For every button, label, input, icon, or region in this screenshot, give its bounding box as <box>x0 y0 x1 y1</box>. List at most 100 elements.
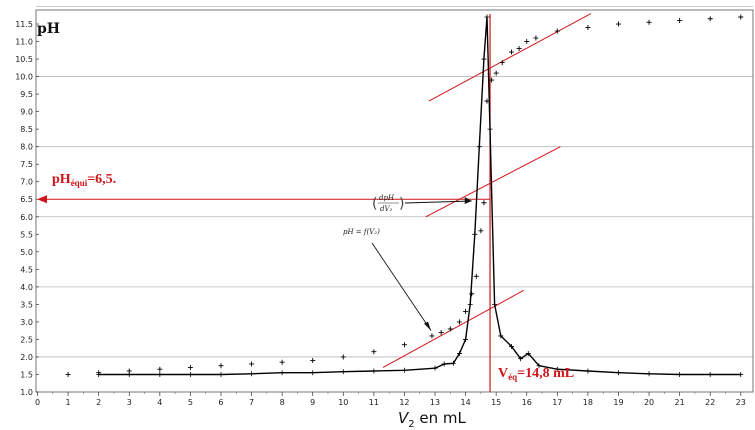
tangent-layer <box>37 13 592 392</box>
derivative-point <box>707 371 713 377</box>
x-tick-label-20: 20 <box>644 398 654 407</box>
derivative-point <box>492 301 498 307</box>
ph-point <box>469 291 475 297</box>
derivative-point <box>476 144 482 150</box>
derivative-point <box>441 361 447 367</box>
y-axis-label: pH <box>37 21 60 37</box>
derivative-point <box>310 370 316 376</box>
x-tick-label-12: 12 <box>399 398 409 407</box>
ph-point <box>481 200 487 206</box>
derivative-point <box>340 369 346 375</box>
derivative-point <box>738 371 744 377</box>
derivative-label: dpH dV₂ ( ) <box>372 194 404 213</box>
derivative-label-arrowhead <box>464 197 472 204</box>
y-tick-label-10: 6.0 <box>20 213 33 222</box>
ph-point <box>516 46 522 52</box>
y-tick-label-0: 1.0 <box>20 388 33 397</box>
ph-point <box>499 60 505 66</box>
ph-point <box>310 357 316 363</box>
x-tick-label-11: 11 <box>369 398 379 407</box>
x-tick-label-3: 3 <box>127 398 132 407</box>
x-tick-label-18: 18 <box>583 398 593 407</box>
tangent-line-2 <box>382 289 524 368</box>
ph-point <box>447 326 453 332</box>
derivative-point <box>525 350 531 356</box>
ph-point <box>484 98 490 104</box>
ph-point <box>707 16 713 22</box>
ph-point <box>646 19 652 25</box>
y-tick-label-3: 2.5 <box>20 335 33 344</box>
grid-layer <box>36 6 753 358</box>
derivative-point <box>472 231 478 237</box>
ph-point <box>478 228 484 234</box>
x-tick-label-7: 7 <box>249 398 254 407</box>
derivative-point <box>157 371 163 377</box>
x-tick-label-19: 19 <box>613 398 623 407</box>
derivative-point <box>585 368 591 374</box>
ph-point <box>615 21 621 27</box>
ph-point <box>157 366 163 372</box>
ph-point <box>738 14 744 20</box>
x-tick-label-9: 9 <box>310 398 315 407</box>
ph-point <box>533 35 539 41</box>
derivative-point <box>401 367 407 373</box>
derivative-point <box>432 365 438 371</box>
y-tick-label-19: 10.5 <box>15 55 33 64</box>
volume-equivalence-label: Véq=14,8 mL <box>498 366 574 382</box>
y-tick-label-16: 9.0 <box>20 108 33 117</box>
ph-point <box>65 371 71 377</box>
data-layer <box>65 14 744 377</box>
derivative-point <box>508 343 514 349</box>
derivative-point <box>279 370 285 376</box>
y-tick-label-12: 7.0 <box>20 178 33 187</box>
y-tick-label-13: 7.5 <box>20 160 33 169</box>
y-tick-label-6: 4.0 <box>20 283 33 292</box>
derivative-point <box>187 371 193 377</box>
y-tick-label-5: 3.5 <box>20 300 33 309</box>
ph-point <box>456 319 462 325</box>
derivative-curve <box>98 16 741 376</box>
derivative-denominator: dV₂ <box>380 205 393 213</box>
annotation-layer <box>371 197 472 331</box>
y-tick-label-8: 5.0 <box>20 248 33 257</box>
derivative-point <box>554 366 560 372</box>
x-tick-label-16: 16 <box>522 398 532 407</box>
derivative-point <box>450 360 456 366</box>
ph-point <box>493 70 499 76</box>
curve-label-arrow <box>371 242 432 331</box>
y-tick-label-14: 8.0 <box>20 143 33 152</box>
y-tick-label-1: 1.5 <box>20 370 33 379</box>
derivative-point <box>518 356 524 362</box>
derivative-point <box>536 363 542 369</box>
curve-label-arrowhead <box>424 321 431 331</box>
x-tick-label-21: 21 <box>675 398 685 407</box>
derivative-point <box>481 56 487 62</box>
derivative-point <box>484 14 490 20</box>
x-tick-label-15: 15 <box>491 398 501 407</box>
derivative-label-arrow <box>404 200 472 204</box>
derivative-point <box>456 350 462 356</box>
derivative-point <box>487 126 493 132</box>
derivative-point <box>463 336 469 342</box>
derivative-close-paren: ) <box>399 196 404 212</box>
ph-point <box>401 342 407 348</box>
tangent-line-0 <box>428 13 592 102</box>
x-tick-label-22: 22 <box>705 398 715 407</box>
x-axis-label: V2 en mL <box>398 409 467 430</box>
curve-label: pH = f(V₂) <box>343 228 380 236</box>
y-tick-label-18: 10.0 <box>15 73 33 82</box>
ph-point <box>96 370 102 376</box>
ph-point <box>473 273 479 279</box>
ph-point <box>463 308 469 314</box>
ph-point <box>677 18 683 24</box>
ph-point <box>371 349 377 355</box>
x-tick-label-2: 2 <box>96 398 101 407</box>
y-tick-label-4: 3.0 <box>20 318 33 327</box>
y-tick-label-20: 11.0 <box>15 38 33 47</box>
x-tick-label-1: 1 <box>66 398 71 407</box>
ph-point <box>249 361 255 367</box>
derivative-point <box>249 371 255 377</box>
derivative-point <box>677 371 683 377</box>
ph-point <box>340 354 346 360</box>
ph-point <box>218 363 224 369</box>
